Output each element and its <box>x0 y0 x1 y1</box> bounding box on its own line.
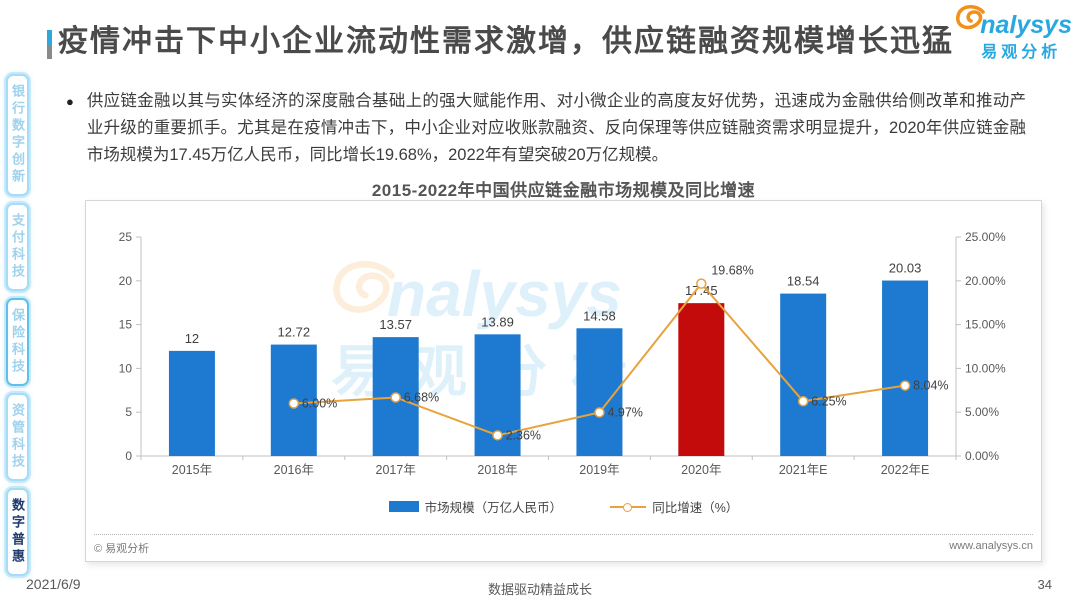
growth-marker-2019年 <box>594 407 605 418</box>
chart-source: © 易观分析 <box>94 543 150 555</box>
bar-2020年 <box>678 303 725 456</box>
x-axis-label: 2015年 <box>172 463 212 477</box>
chart-legend: 市场规模（万亿人民币） 同比增速（%） <box>86 497 1041 516</box>
bar-2021年E <box>780 293 827 456</box>
bar-value-label: 12.72 <box>278 325 311 340</box>
growth-marker-2020年 <box>696 278 707 289</box>
growth-marker-2021年E <box>797 396 809 407</box>
growth-value-label: 4.97% <box>607 405 642 419</box>
bar-value-label: 12 <box>185 331 199 346</box>
left-axis-tick-label: 5 <box>125 405 132 419</box>
growth-value-label: 6.00% <box>302 396 337 410</box>
x-axis-label: 2019年 <box>579 463 619 477</box>
right-axis-tick-label: 0.00% <box>965 449 999 463</box>
legend-label-growth: 同比增速（%） <box>652 501 739 515</box>
logo-brand-text: nalysys <box>980 11 1072 39</box>
x-axis-label: 2020年 <box>681 463 721 477</box>
bullet-icon: ● <box>66 94 74 109</box>
legend-item-growth: 同比增速（%） <box>610 497 738 516</box>
x-axis-label: 2021年E <box>779 463 828 477</box>
growth-marker-2016年 <box>288 398 300 409</box>
bar-value-label: 20.03 <box>889 261 922 276</box>
page-title: 疫情冲击下中小企业流动性需求激增，供应链融资规模增长迅猛 <box>58 25 954 58</box>
left-axis-tick-label: 15 <box>119 318 133 332</box>
key-finding-text: 供应链金融以其与实体经济的深度融合基础上的强大赋能作用、对小微企业的高度友好优势… <box>86 92 1026 164</box>
growth-marker-2022年E <box>899 380 911 391</box>
combo-chart: 0 5 10 15 20 25 0.00% 5.00% 10.00% 15.00% 20.00% 25… <box>119 230 1006 477</box>
logo-brand-cn: 易观分析 <box>981 44 1062 61</box>
bar-2022年E <box>882 280 929 456</box>
right-axis-tick-label: 25.00% <box>965 230 1006 244</box>
bar-value-label: 14.58 <box>583 308 616 323</box>
line-series-swatch <box>610 502 647 512</box>
growth-value-label: 6.68% <box>404 390 439 404</box>
bar-value-label: 13.89 <box>481 314 514 329</box>
left-axis-tick-label: 0 <box>125 449 132 463</box>
growth-value-label: 2.36% <box>506 428 541 442</box>
sidebar-item-0[interactable]: 银行数字创新 <box>6 74 29 196</box>
bar-value-label: 13.57 <box>379 317 412 332</box>
growth-value-label: 6.25% <box>811 394 846 408</box>
x-axis-label: 2022年E <box>881 463 930 477</box>
logo-swirl-icon <box>951 3 987 40</box>
bar-series-swatch <box>388 501 419 512</box>
sidebar-item-4[interactable]: 数字普惠 <box>6 488 29 576</box>
footer-slogan: 数据驱动精益成长 <box>487 582 592 597</box>
legend-label-market-size: 市场规模（万亿人民币） <box>424 501 563 515</box>
sidebar: 银行数字创新 支付科技 保险科技 资管科技 数字普惠 <box>6 74 29 576</box>
bar-2015年 <box>168 350 215 456</box>
chart-website: www.analysys.cn <box>949 540 1033 552</box>
growth-value-label: 19.68% <box>711 264 753 278</box>
analysys-logo: nalysys 易观分析 <box>951 5 1072 62</box>
bar-value-label: 18.54 <box>787 274 820 289</box>
chart-source-row: © 易观分析 www.analysys.cn <box>94 534 1033 556</box>
key-finding: ● 供应链金融以其与实体经济的深度融合基础上的强大赋能作用、对小微企业的高度友好… <box>66 88 1026 169</box>
footer-page-number: 34 <box>1037 577 1052 592</box>
left-axis-tick-label: 20 <box>119 274 133 288</box>
chart-panel: nalysys 易观分析 05101520250.00%5.00%10.00%1… <box>85 200 1042 562</box>
left-axis-tick-label: 25 <box>119 230 133 244</box>
x-axis-label: 2016年 <box>274 463 314 477</box>
growth-marker-2017年 <box>390 392 401 403</box>
x-axis-label: 2018年 <box>477 463 517 477</box>
growth-value-label: 8.04% <box>913 379 948 393</box>
right-axis-tick-label: 10.00% <box>965 361 1006 375</box>
footer-date: 2021/6/9 <box>26 576 81 592</box>
x-axis-label: 2017年 <box>376 463 416 477</box>
sidebar-item-2[interactable]: 保险科技 <box>6 298 29 386</box>
growth-marker-2018年 <box>492 430 503 441</box>
legend-item-market-size: 市场规模（万亿人民币） <box>388 497 563 516</box>
right-axis-tick-label: 15.00% <box>965 318 1006 332</box>
title-accent-bar <box>47 30 52 59</box>
right-axis-tick-label: 5.00% <box>965 405 999 419</box>
sidebar-item-1[interactable]: 支付科技 <box>6 203 29 291</box>
left-axis-tick-label: 10 <box>119 361 133 375</box>
chart-title: 2015-2022年中国供应链金融市场规模及同比增速 <box>371 181 756 200</box>
right-axis-tick-label: 20.00% <box>965 274 1006 288</box>
sidebar-item-3[interactable]: 资管科技 <box>6 393 29 481</box>
